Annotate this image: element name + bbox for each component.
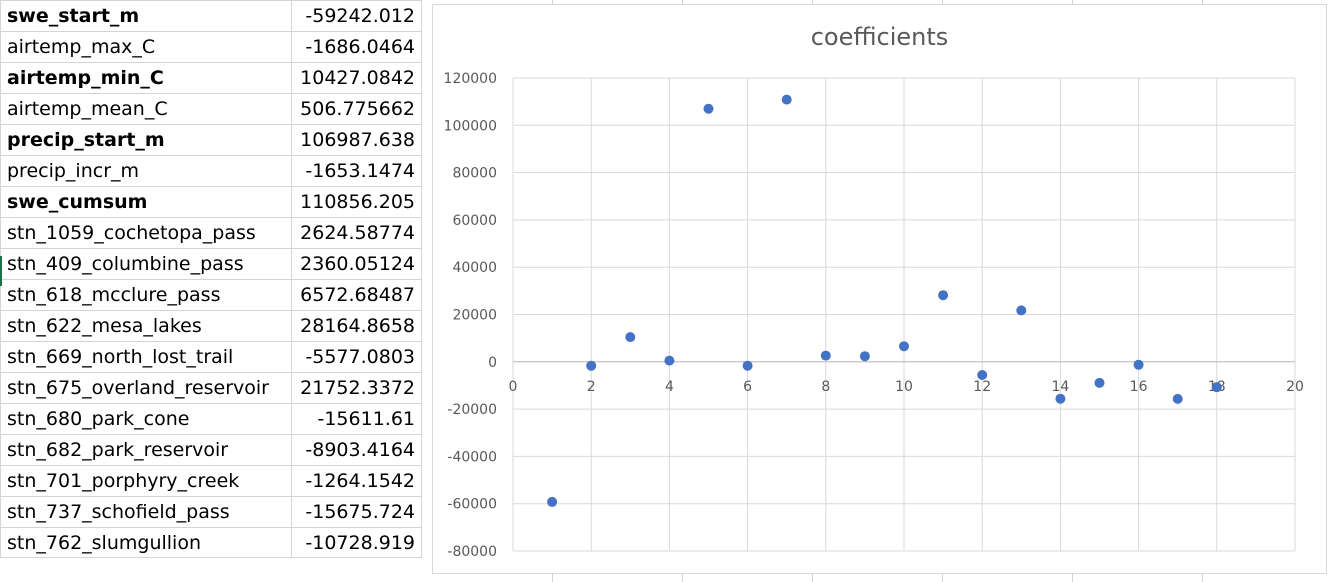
data-point bbox=[703, 103, 714, 114]
x-tick-label: 8 bbox=[821, 379, 830, 395]
variable-name-cell[interactable]: stn_669_north_lost_trail bbox=[0, 341, 292, 373]
table-row[interactable]: airtemp_min_C 10427.0842 bbox=[0, 62, 422, 94]
variable-name-cell[interactable]: airtemp_mean_C bbox=[0, 93, 292, 125]
coefficient-value-cell[interactable]: -1686.0464 bbox=[291, 31, 422, 63]
variable-name-cell[interactable]: stn_701_porphyry_creek bbox=[0, 465, 292, 497]
variable-name-cell[interactable]: swe_start_m bbox=[0, 0, 292, 32]
coefficient-value-cell[interactable]: -10728.919 bbox=[291, 527, 422, 558]
y-tick-label: -60000 bbox=[447, 497, 497, 513]
data-point bbox=[781, 94, 792, 105]
table-row[interactable]: stn_622_mesa_lakes 28164.8658 bbox=[0, 310, 422, 342]
variable-name-cell[interactable]: stn_762_slumgullion bbox=[0, 527, 292, 558]
x-tick-label: 16 bbox=[1130, 379, 1148, 395]
variable-name-cell[interactable]: airtemp_max_C bbox=[0, 31, 292, 63]
table-row[interactable]: stn_409_columbine_pass 2360.05124 bbox=[0, 248, 422, 280]
data-point bbox=[1133, 359, 1144, 370]
data-point bbox=[586, 360, 597, 371]
y-tick-label: 120000 bbox=[444, 71, 497, 87]
table-row[interactable]: stn_618_mcclure_pass 6572.68487 bbox=[0, 279, 422, 311]
y-tick-label: -80000 bbox=[447, 544, 497, 560]
coefficient-value-cell[interactable]: 2360.05124 bbox=[291, 248, 422, 280]
data-point bbox=[859, 351, 870, 362]
table-row[interactable]: stn_680_park_cone -15611.61 bbox=[0, 403, 422, 435]
variable-name-cell[interactable]: stn_680_park_cone bbox=[0, 403, 292, 435]
x-tick-label: 2 bbox=[587, 379, 596, 395]
table-row[interactable]: swe_cumsum 110856.205 bbox=[0, 186, 422, 218]
table-row[interactable]: airtemp_max_C -1686.0464 bbox=[0, 31, 422, 63]
data-point bbox=[1055, 393, 1066, 404]
coefficient-value-cell[interactable]: -1264.1542 bbox=[291, 465, 422, 497]
coefficient-table: swe_start_m -59242.012 airtemp_max_C -1686.… bbox=[0, 0, 422, 558]
variable-name-cell[interactable]: stn_618_mcclure_pass bbox=[0, 279, 292, 311]
table-row[interactable]: stn_682_park_reservoir -8903.4164 bbox=[0, 434, 422, 466]
table-row[interactable]: stn_1059_cochetopa_pass 2624.58774 bbox=[0, 217, 422, 249]
x-tick-label: 6 bbox=[743, 379, 752, 395]
variable-name-cell[interactable]: stn_675_overland_reservoir bbox=[0, 372, 292, 404]
coefficient-value-cell[interactable]: 6572.68487 bbox=[291, 279, 422, 311]
table-row[interactable]: airtemp_mean_C 506.775662 bbox=[0, 93, 422, 125]
x-tick-label: 10 bbox=[895, 379, 913, 395]
variable-name-cell[interactable]: precip_incr_m bbox=[0, 155, 292, 187]
variable-name-cell[interactable]: swe_cumsum bbox=[0, 186, 292, 218]
y-tick-label: 100000 bbox=[444, 118, 497, 134]
y-tick-label: 60000 bbox=[452, 213, 497, 229]
variable-name-cell[interactable]: stn_622_mesa_lakes bbox=[0, 310, 292, 342]
y-tick-label: 40000 bbox=[452, 260, 497, 276]
coefficient-value-cell[interactable]: -5577.0803 bbox=[291, 341, 422, 373]
data-point bbox=[625, 332, 636, 343]
x-tick-label: 4 bbox=[665, 379, 674, 395]
coefficient-value-cell[interactable]: -15675.724 bbox=[291, 496, 422, 528]
coefficient-value-cell[interactable]: 2624.58774 bbox=[291, 217, 422, 249]
scatter-plot: -80000 -60000 -40000 -20000 0 20000 40000 60000… bbox=[444, 71, 1304, 560]
coefficient-value-cell[interactable]: 28164.8658 bbox=[291, 310, 422, 342]
data-point bbox=[899, 341, 909, 352]
table-row[interactable]: stn_669_north_lost_trail -5577.0803 bbox=[0, 341, 422, 373]
data-point bbox=[1094, 377, 1105, 388]
y-tick-label: 20000 bbox=[452, 308, 497, 324]
table-row[interactable]: precip_start_m 106987.638 bbox=[0, 124, 422, 156]
coefficient-value-cell[interactable]: -1653.1474 bbox=[291, 155, 422, 187]
x-tick-label: 14 bbox=[1051, 379, 1069, 395]
data-point bbox=[664, 355, 675, 366]
table-row[interactable]: precip_incr_m -1653.1474 bbox=[0, 155, 422, 187]
variable-name-cell[interactable]: stn_737_schofield_pass bbox=[0, 496, 292, 528]
coefficient-value-cell[interactable]: 10427.0842 bbox=[291, 62, 422, 94]
row-selection-marker bbox=[0, 256, 2, 286]
table-row[interactable]: stn_675_overland_reservoir 21752.3372 bbox=[0, 372, 422, 404]
variable-name-cell[interactable]: stn_1059_cochetopa_pass bbox=[0, 217, 292, 249]
coefficient-value-cell[interactable]: -8903.4164 bbox=[291, 434, 422, 466]
x-tick-label: 20 bbox=[1286, 379, 1304, 395]
coefficient-value-cell[interactable]: -15611.61 bbox=[291, 403, 422, 435]
coefficient-value-cell[interactable]: 21752.3372 bbox=[291, 372, 422, 404]
y-tick-label: 0 bbox=[488, 355, 497, 371]
table-row[interactable]: stn_762_slumgullion -10728.919 bbox=[0, 527, 422, 558]
table-row[interactable]: stn_737_schofield_pass -15675.724 bbox=[0, 496, 422, 528]
data-point bbox=[1016, 305, 1027, 316]
data-point bbox=[820, 350, 831, 361]
data-point bbox=[1211, 382, 1222, 393]
chart-area[interactable]: coefficients -80000 -60000 -40000 -20000 0 20… bbox=[432, 4, 1327, 574]
x-tick-label: 0 bbox=[509, 379, 518, 395]
y-tick-label: -20000 bbox=[447, 402, 497, 418]
coefficient-value-cell[interactable]: 506.775662 bbox=[291, 93, 422, 125]
variable-name-cell[interactable]: precip_start_m bbox=[0, 124, 292, 156]
coefficient-value-cell[interactable]: 106987.638 bbox=[291, 124, 422, 156]
y-tick-label: 80000 bbox=[452, 166, 497, 182]
data-point bbox=[938, 290, 949, 301]
variable-name-cell[interactable]: stn_409_columbine_pass bbox=[0, 248, 292, 280]
coefficient-value-cell[interactable]: -59242.012 bbox=[291, 0, 422, 32]
data-point bbox=[547, 496, 558, 507]
data-point bbox=[977, 369, 988, 380]
y-tick-label: -40000 bbox=[447, 449, 497, 465]
x-tick-label: 12 bbox=[973, 379, 991, 395]
coefficient-value-cell[interactable]: 110856.205 bbox=[291, 186, 422, 218]
variable-name-cell[interactable]: airtemp_min_C bbox=[0, 62, 292, 94]
table-row[interactable]: swe_start_m -59242.012 bbox=[0, 0, 422, 32]
data-point bbox=[1172, 393, 1183, 404]
chart-title: coefficients bbox=[810, 23, 949, 51]
data-point bbox=[742, 360, 753, 371]
variable-name-cell[interactable]: stn_682_park_reservoir bbox=[0, 434, 292, 466]
table-row[interactable]: stn_701_porphyry_creek -1264.1542 bbox=[0, 465, 422, 497]
